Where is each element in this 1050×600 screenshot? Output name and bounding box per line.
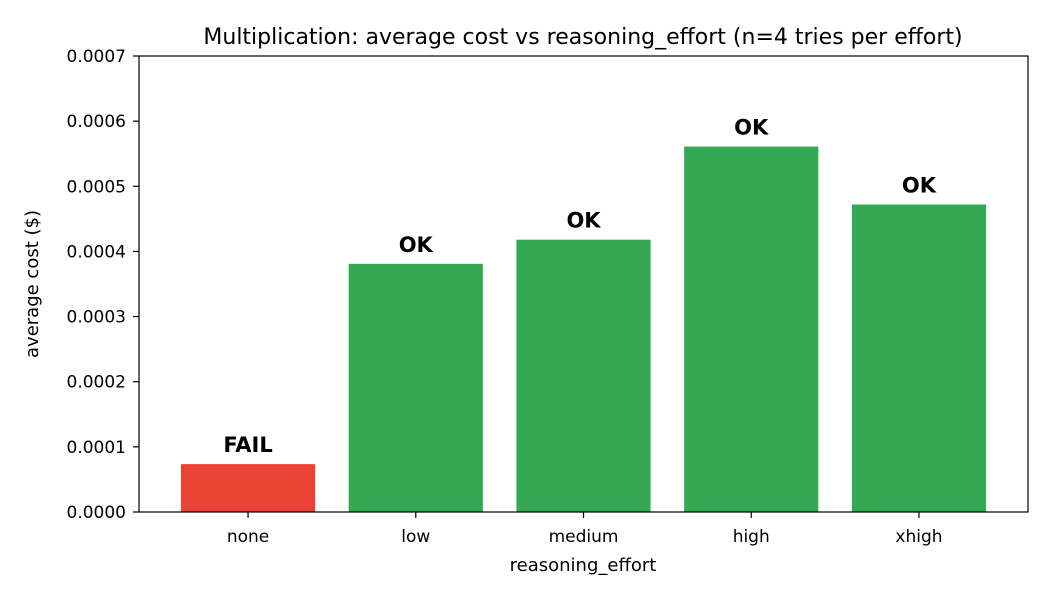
- x-tick-label-high: high: [733, 527, 770, 547]
- bar-label-low: OK: [399, 233, 434, 257]
- y-tick-label-6: 0.0006: [67, 112, 126, 132]
- bar-none: [180, 464, 316, 512]
- bar-label-none: FAIL: [223, 433, 272, 457]
- bar-label-xhigh: OK: [902, 174, 937, 198]
- x-tick-label-low: low: [401, 527, 430, 547]
- y-tick-label-4: 0.0004: [67, 242, 126, 262]
- y-tick-label-7: 0.0007: [67, 47, 126, 67]
- x-axis: none low medium high xhigh: [227, 512, 943, 547]
- bars-group: FAIL OK OK OK OK: [180, 116, 987, 513]
- x-tick-label-none: none: [227, 527, 269, 547]
- y-tick-label-2: 0.0002: [67, 373, 126, 393]
- bar-high: [684, 146, 819, 512]
- y-tick-label-0: 0.0000: [67, 503, 126, 523]
- y-tick-label-5: 0.0005: [67, 177, 126, 197]
- bar-label-medium: OK: [566, 209, 601, 233]
- x-tick-label-xhigh: xhigh: [895, 527, 942, 547]
- y-tick-label-3: 0.0003: [67, 308, 126, 328]
- chart-title: Multiplication: average cost vs reasonin…: [203, 25, 962, 50]
- plot-frame: [138, 55, 1029, 513]
- bar-xhigh: [851, 204, 987, 513]
- y-axis-label: average cost ($): [22, 210, 43, 358]
- x-tick-label-medium: medium: [549, 527, 619, 547]
- bar-low: [348, 263, 483, 512]
- y-tick-label-1: 0.0001: [67, 438, 126, 458]
- x-axis-label: reasoning_effort: [510, 555, 657, 576]
- y-axis: 0.0000 0.0001 0.0002 0.0003 0.0004 0.0005 0.00…: [67, 47, 139, 523]
- bar-label-high: OK: [734, 116, 769, 140]
- bar-medium: [516, 239, 651, 512]
